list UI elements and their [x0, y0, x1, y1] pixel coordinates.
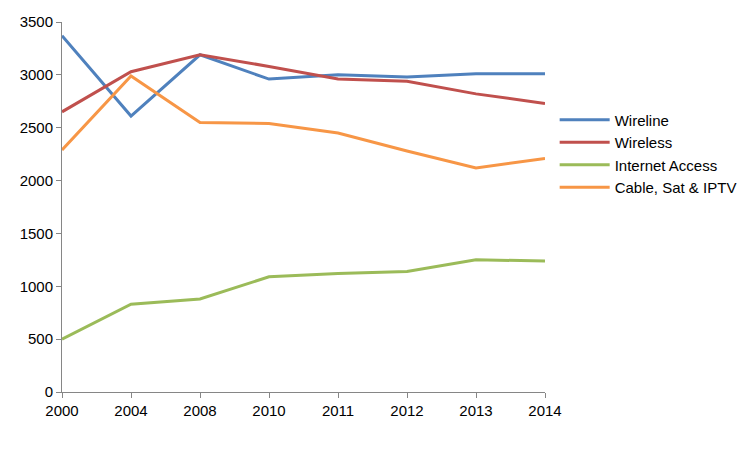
svg-text:2012: 2012 [390, 402, 423, 419]
svg-text:2500: 2500 [20, 119, 53, 136]
svg-text:Internet Access: Internet Access [615, 157, 718, 174]
svg-text:2014: 2014 [528, 402, 561, 419]
svg-text:3500: 3500 [20, 13, 53, 30]
svg-text:2000: 2000 [20, 172, 53, 189]
svg-text:2010: 2010 [252, 402, 285, 419]
svg-text:1500: 1500 [20, 225, 53, 242]
svg-text:Wireless: Wireless [615, 134, 673, 151]
svg-text:2004: 2004 [114, 402, 147, 419]
svg-text:2000: 2000 [45, 402, 78, 419]
svg-text:2008: 2008 [183, 402, 216, 419]
svg-text:Cable, Sat & IPTV: Cable, Sat & IPTV [615, 179, 737, 196]
svg-text:1000: 1000 [20, 278, 53, 295]
svg-text:3000: 3000 [20, 66, 53, 83]
svg-text:2013: 2013 [459, 402, 492, 419]
svg-text:0: 0 [45, 383, 53, 400]
svg-text:Wireline: Wireline [615, 112, 669, 129]
svg-text:2011: 2011 [322, 402, 354, 419]
svg-text:500: 500 [28, 330, 53, 347]
